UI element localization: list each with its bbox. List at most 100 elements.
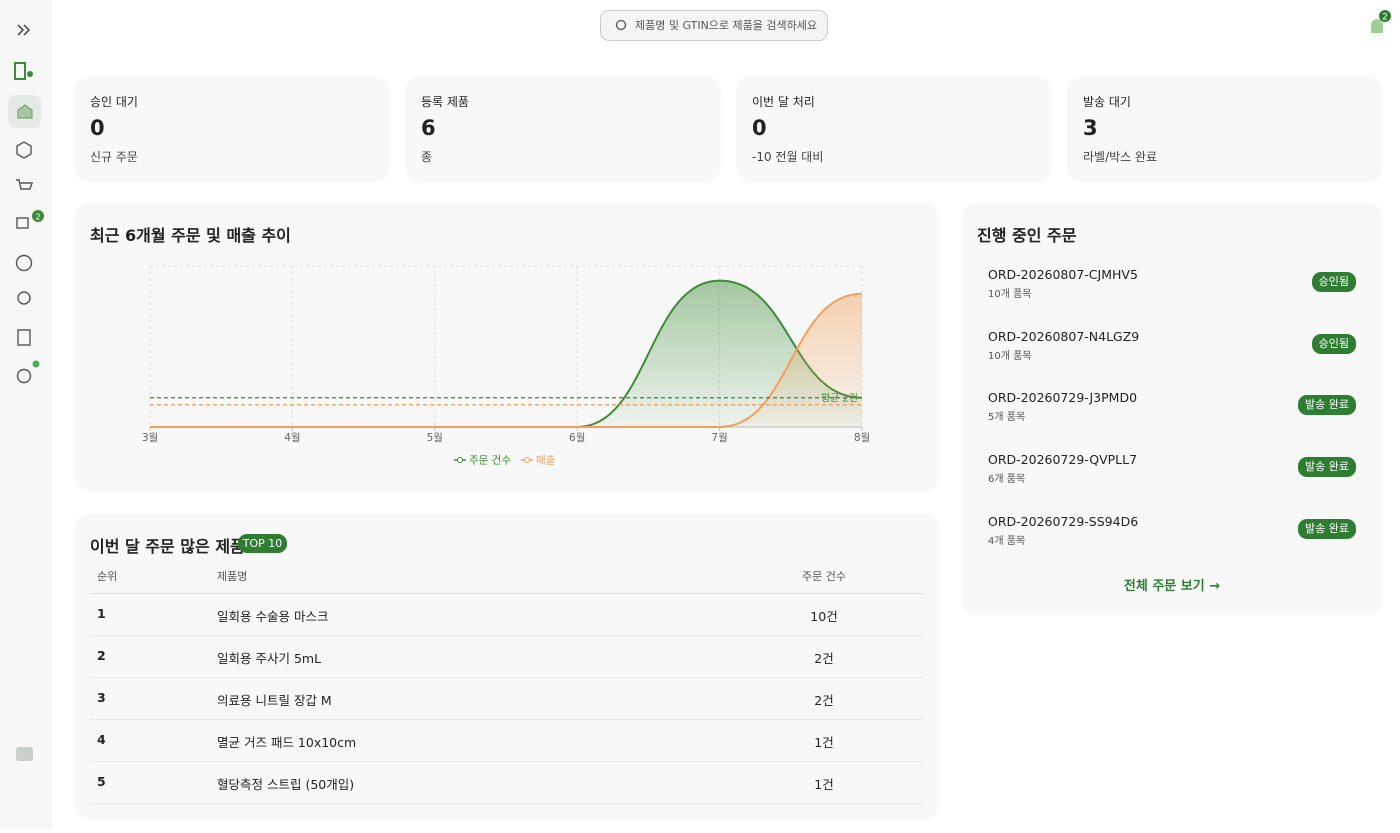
stat-note: 종 xyxy=(421,150,433,164)
column-header: 주문 건수 xyxy=(802,570,846,583)
stat-note: -10 전월 대비 xyxy=(752,150,824,164)
order-status: 발송 완료 xyxy=(1298,457,1356,478)
rank: 2 xyxy=(97,648,106,663)
sidebar-icons: 2 xyxy=(8,24,44,761)
notification-badge-bg xyxy=(1379,10,1391,22)
order-id: ORD-20260729-J3PMD0 xyxy=(988,390,1138,406)
x-tick-label: 4월 xyxy=(284,432,300,444)
expand-icon[interactable] xyxy=(17,24,31,36)
average-label: 평균 2건 xyxy=(821,393,858,405)
chart-title: 최근 6개월 주문 및 매출 추이 xyxy=(90,226,291,245)
table-cell: 멸균 거즈 패드 10x10cm xyxy=(217,735,357,750)
column-header: 순위 xyxy=(97,570,118,583)
table-cell: 1건 xyxy=(814,777,834,792)
table-cell: 2건 xyxy=(814,693,834,708)
table-cell: 1건 xyxy=(814,735,834,750)
order-count: 4개 품목 xyxy=(988,535,1026,547)
legend-label: 매출 xyxy=(536,455,556,467)
order-count: 10개 품목 xyxy=(988,350,1032,362)
stat-value: 6 xyxy=(421,116,436,140)
rank: 5 xyxy=(97,774,106,789)
nav-home[interactable] xyxy=(17,104,33,119)
table-cell: 2건 xyxy=(814,651,834,666)
order-status: 발송 완료 xyxy=(1298,518,1356,539)
nav-cart[interactable] xyxy=(16,179,33,190)
series-line xyxy=(150,292,863,428)
table-cell: 혈당측정 스트립 (50개입) xyxy=(217,777,355,792)
view-all-link[interactable]: 전체 주문 보기 → xyxy=(1123,579,1221,594)
x-tick-label: 3월 xyxy=(142,432,158,444)
order-count: 6개 품목 xyxy=(988,474,1026,486)
row-rule xyxy=(90,719,924,720)
stat-note: 라벨/박스 완료 xyxy=(1083,150,1158,164)
table-cell: 10건 xyxy=(810,609,838,624)
stat-note: 신규 주문 xyxy=(90,150,138,164)
notifications[interactable]: 2 xyxy=(1362,8,1396,40)
products-title: 이번 달 주문 많은 제품 xyxy=(90,537,245,556)
order-status: 발송 완료 xyxy=(1298,395,1356,416)
stat-label: 이번 달 처리 xyxy=(752,95,815,109)
order-status: 승인됨 xyxy=(1311,333,1356,354)
series-area xyxy=(150,293,862,427)
top-badge: TOP 10 xyxy=(238,534,287,553)
order-id: ORD-20260729-QVPLL7 xyxy=(988,452,1138,468)
order-id: ORD-20260807-N4LGZ9 xyxy=(988,328,1140,344)
notification-count: 2 xyxy=(1382,13,1388,23)
legend-dot xyxy=(523,457,530,463)
shipping-badge-bg xyxy=(32,210,44,222)
rank: 3 xyxy=(97,690,106,705)
order-count: 10개 품목 xyxy=(988,289,1032,300)
nav-ideas[interactable] xyxy=(17,291,31,305)
legend-dot xyxy=(457,457,463,463)
logo xyxy=(14,62,26,80)
order-status: 승인됨 xyxy=(1311,272,1356,292)
legend-label: 주문 건수 xyxy=(469,455,511,467)
bell-icon xyxy=(1371,19,1383,33)
row-rule xyxy=(90,803,924,804)
x-tick-label: 5월 xyxy=(427,432,443,444)
table-cell: 일회용 주사기 5mL xyxy=(217,651,322,666)
nav-billing[interactable] xyxy=(15,254,33,272)
row-rule xyxy=(90,761,924,762)
settings-dot xyxy=(32,360,40,368)
stat-label: 등록 제품 xyxy=(421,95,469,109)
column-header: 제품명 xyxy=(217,570,248,583)
orders-card: 진행 중인 주문 전체 주문 보기 → ORD-20260807-CJMHV5 1… xyxy=(961,203,1383,615)
rank: 1 xyxy=(97,606,106,621)
x-tick-label: 6월 xyxy=(569,432,585,444)
stat-value: 0 xyxy=(752,116,767,140)
rank: 4 xyxy=(97,732,106,747)
header-rule xyxy=(90,593,924,594)
shipping-badge: 2 xyxy=(35,213,40,222)
search-placeholder: 제품명 및 GTIN으로 제품을 검색하세요 xyxy=(635,19,817,32)
stat-card: 발송 대기 3 라벨/박스 완료 xyxy=(1067,76,1383,182)
table-cell: 일회용 수술용 마스크 xyxy=(217,609,329,624)
nav-products[interactable] xyxy=(16,141,32,159)
stat-value: 3 xyxy=(1083,116,1098,140)
x-tick-label: 7월 xyxy=(711,432,727,444)
help-icon[interactable] xyxy=(16,747,33,761)
order-count: 5개 품목 xyxy=(988,412,1026,424)
stat-label: 승인 대기 xyxy=(90,95,138,109)
x-tick-label: 8월 xyxy=(854,432,870,444)
table-cell: 의료용 니트릴 장갑 M xyxy=(217,693,332,708)
stat-value: 0 xyxy=(90,116,105,140)
series-area xyxy=(150,280,862,427)
nav-settings[interactable] xyxy=(16,368,32,384)
stat-card: 이번 달 처리 0 -10 전월 대비 xyxy=(736,76,1052,182)
order-id: ORD-20260729-SS94D6 xyxy=(988,513,1139,529)
stat-label: 발송 대기 xyxy=(1083,95,1131,109)
nav-shipping[interactable] xyxy=(16,217,29,229)
nav-company[interactable] xyxy=(17,329,31,346)
search-box[interactable]: 제품명 및 GTIN으로 제품을 검색하세요 xyxy=(600,10,828,41)
order-id: ORD-20260807-CJMHV5 xyxy=(988,267,1138,282)
sidebar: 2 xyxy=(0,0,52,829)
row-rule xyxy=(90,677,924,678)
products-card: 이번 달 주문 많은 제품 TOP 10 순위 제품명 주문 건수 1 일회용 수술용 … xyxy=(74,514,940,820)
row-rule xyxy=(90,635,924,636)
orders-title: 진행 중인 주문 xyxy=(977,226,1077,245)
stat-card: 승인 대기 0 신규 주문 xyxy=(74,76,390,182)
